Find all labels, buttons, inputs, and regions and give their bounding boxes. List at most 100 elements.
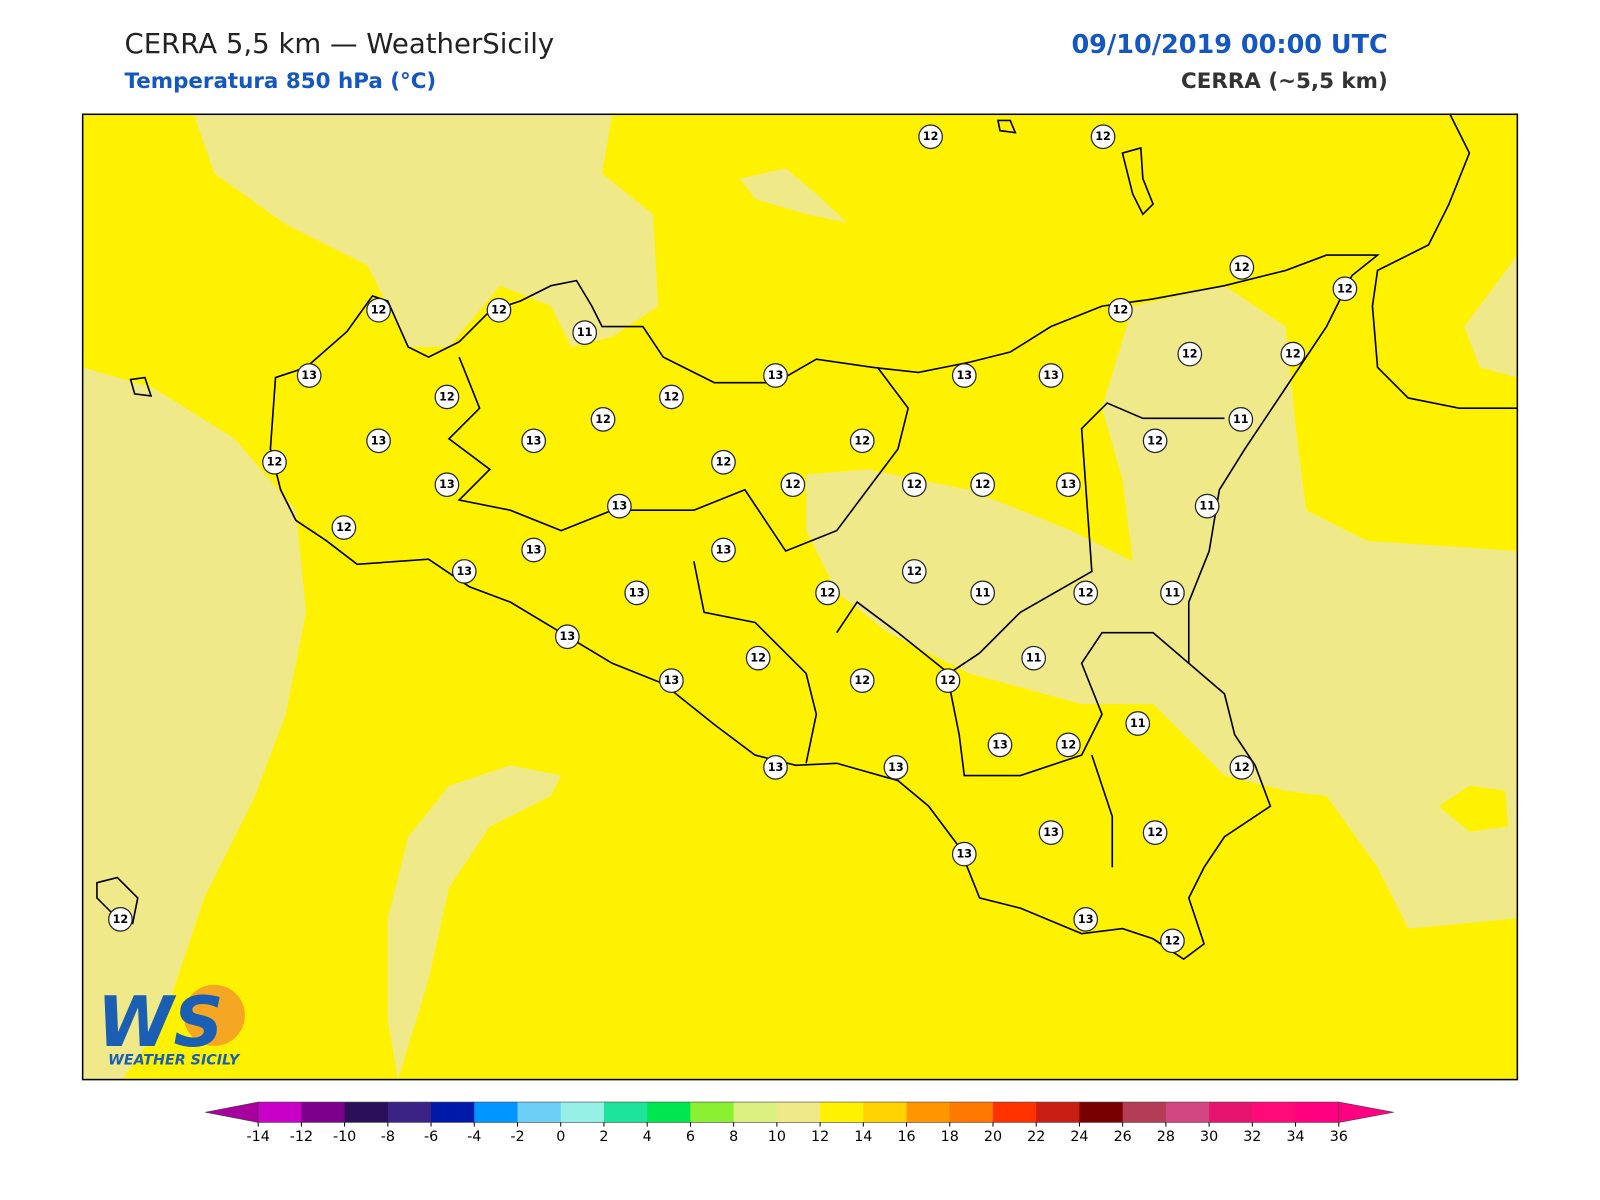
station-value: 13 — [456, 565, 472, 578]
station-marker — [331, 515, 357, 540]
station-value: 12 — [371, 304, 387, 317]
station-marker — [711, 449, 736, 475]
subtitle: Temperatura 850 hPa (°C) — [124, 69, 436, 94]
station-marker — [918, 124, 943, 150]
station-value: 13 — [1043, 369, 1059, 382]
colorbar-tick-label: -6 — [424, 1129, 438, 1145]
station-marker — [1038, 820, 1064, 845]
datetime: 09/10/2019 00:00 UTC — [1071, 30, 1387, 60]
colorbar-swatch — [1079, 1102, 1124, 1123]
station-value: 13 — [612, 500, 628, 513]
colorbar-tick-label: 8 — [729, 1129, 738, 1145]
station-marker — [366, 297, 391, 323]
colorbar-tick-label: 34 — [1286, 1129, 1304, 1145]
station-value: 12 — [975, 478, 991, 491]
station-marker — [1021, 645, 1047, 671]
colorbar-swatch — [344, 1102, 389, 1123]
station-marker — [1142, 428, 1168, 454]
station-value: 12 — [940, 674, 956, 687]
logo-mark: WS — [97, 983, 224, 1063]
station-value: 12 — [491, 304, 507, 317]
station-value: 11 — [577, 326, 593, 339]
station-value: 13 — [768, 761, 784, 774]
colorbar-tick-label: -10 — [333, 1129, 356, 1145]
colorbar-tick-label: 0 — [556, 1129, 565, 1145]
station-value: 12 — [906, 565, 922, 578]
station-marker — [951, 363, 977, 388]
station-value: 13 — [956, 848, 972, 861]
station-marker — [434, 472, 460, 498]
colorbar-swatch — [863, 1102, 908, 1123]
station-marker — [659, 668, 684, 693]
station-value: 12 — [854, 674, 870, 687]
colorbar-swatch — [301, 1102, 346, 1123]
station-value: 13 — [629, 586, 645, 599]
station-marker — [1142, 820, 1168, 845]
colorbar-swatch — [647, 1102, 691, 1123]
station-marker — [970, 580, 995, 606]
station-marker — [434, 384, 460, 410]
map-frame — [81, 113, 1519, 1081]
map: 12 12 12 12 12 12 11 12 13 13 13 13 12 12 12 12 12 11 13 13… — [82, 114, 1518, 1080]
colorbar-swatch — [603, 1102, 648, 1123]
station-value: 12 — [820, 586, 836, 599]
station-marker — [521, 428, 547, 454]
station-marker — [486, 297, 512, 323]
stations: 12 12 12 12 12 12 11 12 13 13 13 13 12 12 12 12 12 11 13 13… — [108, 124, 1358, 954]
colorbar-tick-label: 26 — [1114, 1129, 1132, 1145]
station-marker — [108, 907, 133, 932]
station-marker — [624, 580, 650, 606]
colorbar-tick-label: -12 — [290, 1129, 313, 1145]
colorbar-swatch — [560, 1102, 605, 1123]
station-marker — [1228, 407, 1254, 432]
station-marker — [745, 645, 771, 671]
colorbar-frame — [257, 1101, 1340, 1123]
colorbar-tick-label: -4 — [467, 1129, 481, 1145]
colorbar-tick-label: 4 — [643, 1129, 652, 1145]
station-value: 13 — [768, 369, 784, 382]
colorbar-swatch — [431, 1102, 475, 1123]
station-marker — [763, 755, 788, 780]
colorbar-tick-label: 20 — [984, 1129, 1002, 1145]
station-value: 11 — [1130, 717, 1146, 730]
colorbar-tick-label: 18 — [941, 1129, 959, 1145]
station-marker — [521, 537, 547, 563]
station-value: 12 — [439, 390, 455, 403]
station-value: 12 — [1182, 348, 1198, 361]
station-value: 12 — [854, 434, 870, 447]
station-marker — [901, 559, 927, 584]
station-value: 12 — [1165, 934, 1181, 947]
station-marker — [935, 668, 961, 693]
station-value: 13 — [439, 478, 455, 491]
colorbar-swatch — [1165, 1102, 1210, 1123]
station-marker — [572, 320, 598, 345]
station-value: 13 — [664, 674, 680, 687]
colorbar-swatch — [1209, 1102, 1253, 1123]
colorbar-tick-label: 16 — [897, 1129, 915, 1145]
station-value: 13 — [526, 434, 542, 447]
station-value: 12 — [1078, 586, 1094, 599]
station-value: 12 — [785, 478, 801, 491]
colorbar-swatch — [258, 1102, 302, 1123]
station-marker — [607, 493, 632, 519]
station-marker — [1280, 341, 1306, 367]
station-value: 12 — [1285, 348, 1301, 361]
colorbar-tick-label: 30 — [1200, 1129, 1218, 1145]
station-marker — [1177, 341, 1203, 367]
station-marker — [763, 363, 788, 388]
colorbar-swatch — [906, 1102, 951, 1123]
colorbar-swatch — [733, 1102, 778, 1123]
station-marker — [849, 428, 875, 454]
station-marker — [1090, 124, 1116, 150]
station-value: 13 — [888, 761, 904, 774]
station-value: 13 — [1043, 826, 1059, 839]
colorbar-tick-label: 28 — [1157, 1129, 1175, 1145]
colorbar-swatch — [1295, 1102, 1340, 1123]
station-value: 11 — [1199, 500, 1215, 513]
station-value: 13 — [716, 544, 732, 557]
colorbar-tick-label: 36 — [1330, 1129, 1348, 1145]
station-marker — [1229, 254, 1255, 280]
station-marker — [1160, 928, 1185, 954]
colorbar-tick-label: 10 — [768, 1129, 786, 1145]
